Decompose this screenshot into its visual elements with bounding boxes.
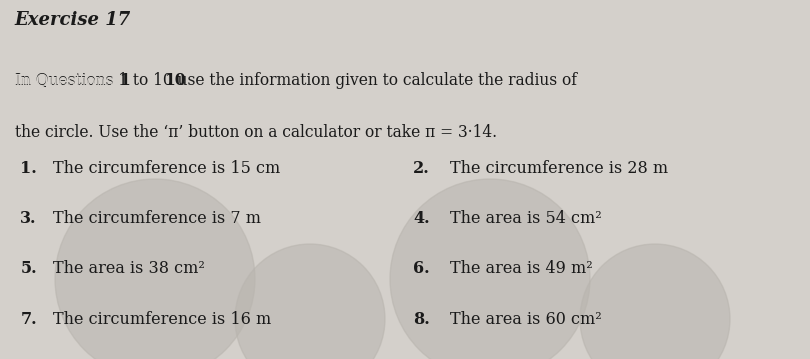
Text: 4.: 4. — [413, 210, 430, 227]
Ellipse shape — [55, 179, 255, 359]
Text: In Questions: In Questions — [15, 72, 117, 89]
Text: 10: 10 — [164, 72, 186, 89]
Text: 1: 1 — [118, 72, 130, 89]
Text: 3.: 3. — [20, 210, 36, 227]
Text: 2.: 2. — [413, 160, 430, 177]
Ellipse shape — [235, 244, 385, 359]
Text: 5.: 5. — [20, 260, 37, 277]
Text: 1.: 1. — [20, 160, 37, 177]
Text: 8.: 8. — [413, 311, 430, 327]
Text: The area is 60 cm²: The area is 60 cm² — [450, 311, 601, 327]
Ellipse shape — [580, 244, 730, 359]
Text: The circumference is 28 m: The circumference is 28 m — [450, 160, 667, 177]
Text: Exercise 17: Exercise 17 — [15, 11, 131, 29]
Text: The area is 54 cm²: The area is 54 cm² — [450, 210, 601, 227]
Text: The circumference is 7 m: The circumference is 7 m — [53, 210, 261, 227]
Text: The circumference is 15 cm: The circumference is 15 cm — [53, 160, 280, 177]
Text: The area is 49 m²: The area is 49 m² — [450, 260, 592, 277]
Text: the circle. Use the ‘π’ button on a calculator or take π = 3·14.: the circle. Use the ‘π’ button on a calc… — [15, 124, 497, 141]
Text: 6.: 6. — [413, 260, 430, 277]
Ellipse shape — [390, 179, 590, 359]
Text: The circumference is 16 m: The circumference is 16 m — [53, 311, 271, 327]
Text: 7.: 7. — [20, 311, 37, 327]
Text: The area is 38 cm²: The area is 38 cm² — [53, 260, 204, 277]
Text: In Questions 1 to 10 use the information given to calculate the radius of: In Questions 1 to 10 use the information… — [15, 72, 577, 89]
